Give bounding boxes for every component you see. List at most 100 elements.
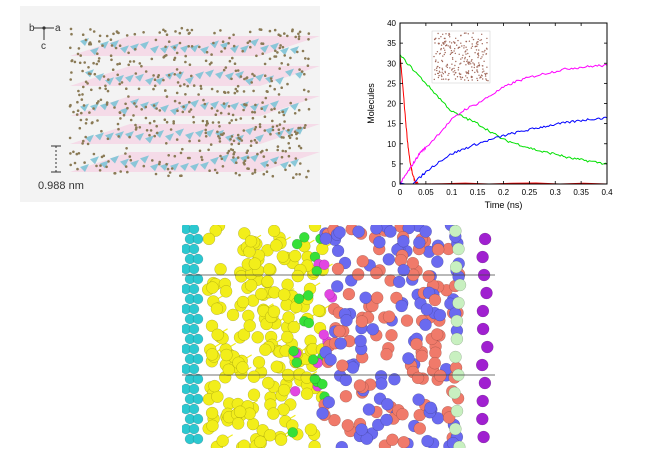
atom — [307, 57, 310, 61]
atom — [280, 155, 284, 159]
yellow-atom — [274, 433, 288, 446]
atom — [245, 103, 248, 107]
yellow-atom — [267, 407, 280, 420]
yellow-atom — [276, 250, 290, 263]
atom — [218, 125, 221, 128]
layer-tetrahedron — [280, 47, 289, 56]
blue-atom — [421, 434, 434, 448]
atom — [78, 93, 81, 97]
atom — [110, 44, 114, 47]
pale-green-atom — [449, 422, 462, 436]
yellow-atom — [210, 302, 224, 316]
atom — [216, 109, 219, 113]
atom — [236, 133, 240, 137]
atom — [232, 156, 235, 159]
yellow-atom — [287, 320, 301, 334]
atom — [273, 28, 277, 32]
atom — [306, 64, 310, 67]
atom — [297, 32, 300, 36]
atom — [264, 96, 268, 100]
inset-molecule — [444, 40, 446, 43]
magenta-atom — [318, 329, 330, 340]
atom — [252, 89, 255, 93]
salmon-atom — [411, 371, 425, 385]
atom — [280, 62, 284, 65]
layer-tetrahedron — [125, 131, 134, 140]
cyan-atom — [192, 313, 204, 325]
atom — [216, 130, 219, 134]
blue-atom — [420, 303, 434, 316]
atom — [173, 73, 176, 76]
yellow-atom — [281, 330, 294, 344]
atom — [155, 107, 158, 110]
layer-tetrahedron — [110, 99, 119, 108]
pale-green-atom — [449, 350, 462, 364]
inset-molecule — [460, 35, 462, 37]
inset-molecule — [481, 51, 483, 53]
inset-molecule — [478, 65, 481, 67]
inset-molecule — [477, 56, 479, 59]
atom — [301, 49, 305, 53]
x-tick-label: 0 — [398, 188, 403, 197]
y-tick-label: 5 — [392, 160, 397, 169]
layer-tetrahedron — [215, 70, 224, 79]
atom — [255, 141, 258, 144]
atom — [261, 101, 264, 104]
atom — [246, 167, 249, 170]
atom — [95, 164, 98, 168]
layer-tetrahedron — [220, 154, 229, 163]
y-tick-label: 15 — [387, 120, 396, 129]
layer-tetrahedron — [140, 101, 149, 110]
atom — [277, 93, 281, 96]
layer-tetrahedron — [260, 160, 269, 169]
atom — [200, 155, 203, 159]
layer-tetrahedron — [95, 132, 104, 141]
salmon-atom — [353, 379, 367, 392]
atom — [250, 139, 253, 143]
atom — [81, 93, 84, 96]
atom — [216, 90, 219, 93]
atom — [83, 161, 86, 164]
purple-atom — [478, 376, 492, 390]
inset-molecule — [449, 36, 451, 38]
atom — [156, 75, 160, 79]
atom — [105, 165, 108, 169]
pale-green-atom — [450, 404, 464, 418]
layer-tetrahedron — [170, 107, 179, 116]
atom — [232, 44, 236, 48]
atom — [211, 121, 215, 124]
atom — [152, 74, 155, 77]
layer-tetrahedron — [150, 45, 159, 54]
atom — [163, 118, 167, 121]
atom — [238, 173, 241, 177]
atom — [125, 34, 129, 37]
atom — [179, 151, 183, 155]
atom — [274, 161, 277, 165]
atom — [152, 104, 156, 107]
layer-tetrahedron — [155, 129, 164, 138]
atom — [77, 47, 81, 50]
atom — [278, 46, 282, 50]
inset-molecule — [459, 73, 461, 76]
inset-molecule — [443, 43, 445, 45]
x-tick-label: 0.05 — [418, 188, 434, 197]
atom — [113, 106, 116, 109]
cyan-atom — [188, 283, 200, 295]
atom — [287, 128, 290, 132]
atom — [87, 66, 90, 69]
atom — [286, 63, 290, 66]
atom — [288, 136, 292, 140]
atom — [260, 107, 263, 110]
atom — [122, 113, 126, 117]
atom — [128, 135, 131, 139]
y-tick-label: 35 — [387, 39, 396, 48]
cyan-atom — [188, 303, 200, 315]
yellow-atom — [288, 249, 302, 263]
atom — [233, 151, 236, 154]
atom — [167, 40, 171, 43]
atom — [138, 62, 142, 65]
atom — [165, 120, 169, 124]
atom — [76, 109, 80, 112]
blue-atom — [335, 440, 349, 448]
atom — [118, 82, 121, 86]
